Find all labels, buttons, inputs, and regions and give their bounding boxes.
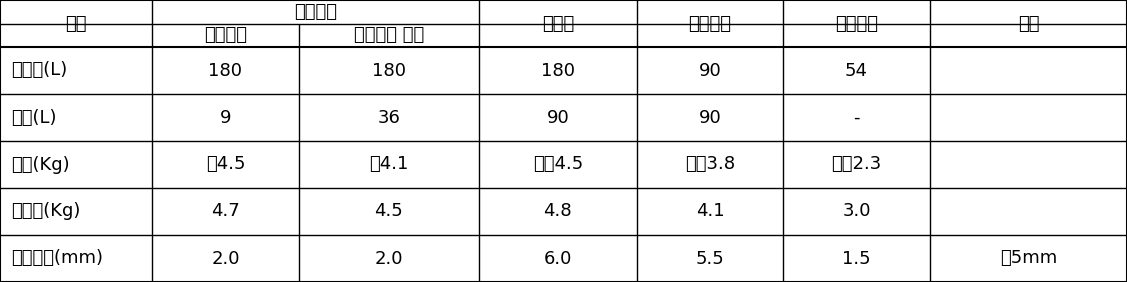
Text: 흰털4.5: 흰털4.5 bbox=[533, 155, 583, 173]
Text: 고름질: 고름질 bbox=[542, 14, 574, 32]
Text: 소석회(L): 소석회(L) bbox=[11, 61, 68, 80]
Text: 섁5mm: 섁5mm bbox=[1000, 250, 1057, 268]
Text: 180: 180 bbox=[208, 61, 242, 80]
Text: 해초품(Kg): 해초품(Kg) bbox=[11, 202, 81, 221]
Text: 흰쀨2.3: 흰쀨2.3 bbox=[832, 155, 881, 173]
Text: 바탕바름: 바탕바름 bbox=[294, 3, 337, 21]
Text: 흰쀨3.8: 흰쀨3.8 bbox=[685, 155, 735, 173]
Text: 재별바름: 재별바름 bbox=[689, 14, 731, 32]
Text: 바름두께(mm): 바름두께(mm) bbox=[11, 250, 104, 268]
Text: 쀨4.1: 쀨4.1 bbox=[370, 155, 408, 173]
Text: 콘크리트 바탕: 콘크리트 바탕 bbox=[354, 26, 424, 44]
Text: 90: 90 bbox=[547, 109, 569, 127]
Text: 1.5: 1.5 bbox=[842, 250, 871, 268]
Text: 90: 90 bbox=[699, 61, 721, 80]
Text: 180: 180 bbox=[541, 61, 575, 80]
Text: 정별바름: 정별바름 bbox=[835, 14, 878, 32]
Text: 여물(Kg): 여물(Kg) bbox=[11, 155, 70, 173]
Text: 3.0: 3.0 bbox=[842, 202, 871, 221]
Text: 36: 36 bbox=[378, 109, 400, 127]
Text: 4.7: 4.7 bbox=[211, 202, 240, 221]
Text: 줄대바탕: 줄대바탕 bbox=[204, 26, 247, 44]
Text: 54: 54 bbox=[845, 61, 868, 80]
Text: 180: 180 bbox=[372, 61, 406, 80]
Text: 비고: 비고 bbox=[1018, 14, 1039, 32]
Text: 모래(L): 모래(L) bbox=[11, 109, 56, 127]
Text: 층별: 층별 bbox=[65, 14, 87, 32]
Text: 4.8: 4.8 bbox=[543, 202, 573, 221]
Text: 4.5: 4.5 bbox=[374, 202, 403, 221]
Text: -: - bbox=[853, 109, 860, 127]
Text: 2.0: 2.0 bbox=[374, 250, 403, 268]
Text: 4.1: 4.1 bbox=[695, 202, 725, 221]
Text: 9: 9 bbox=[220, 109, 231, 127]
Text: 쀨4.5: 쀨4.5 bbox=[205, 155, 246, 173]
Text: 6.0: 6.0 bbox=[543, 250, 573, 268]
Text: 90: 90 bbox=[699, 109, 721, 127]
Text: 5.5: 5.5 bbox=[695, 250, 725, 268]
Text: 2.0: 2.0 bbox=[211, 250, 240, 268]
